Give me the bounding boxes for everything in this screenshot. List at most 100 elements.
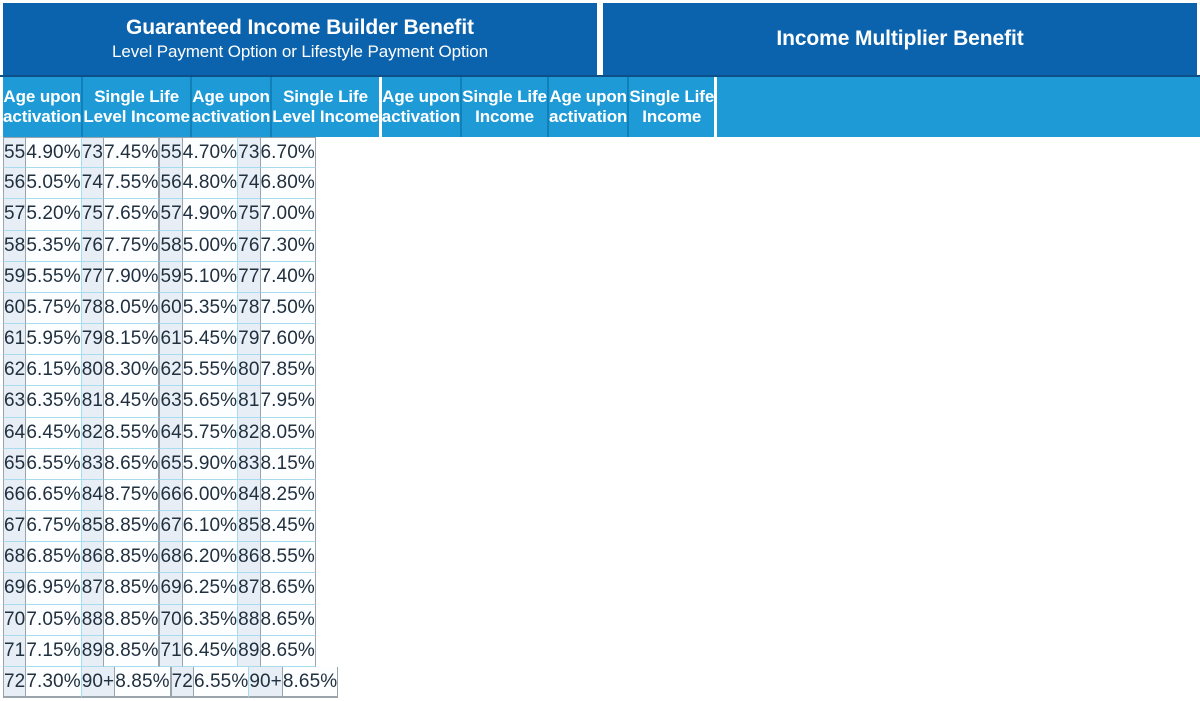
cell-imb-age-1: 60 — [160, 292, 183, 325]
cell-imb-value-1: 5.90% — [182, 448, 239, 480]
cell-gib-value-1: 4.90% — [26, 137, 82, 169]
cell-gib-value-1: 6.15% — [26, 355, 82, 387]
cell-imb-age-1: 68 — [160, 542, 183, 574]
cell-gib-age-2: 84 — [81, 479, 105, 512]
cell-imb-age-2: 77 — [238, 261, 261, 293]
cell-imb-value-1: 6.55% — [193, 666, 250, 699]
cell-imb-value-1: 6.45% — [182, 635, 239, 667]
cell-imb-value-2: 8.65% — [260, 635, 316, 667]
cell-gib-value-2: 7.55% — [104, 168, 161, 200]
cell-imb-age-2: 81 — [238, 386, 261, 418]
table-row: 65 6.55% 83 8.65% 65 5.90% 83 8.15% — [3, 448, 1197, 480]
cell-gib-age-2: 74 — [81, 168, 105, 200]
cell-imb-value-2: 6.70% — [260, 137, 316, 169]
column-header-line-1: Age upon — [549, 87, 627, 107]
cell-imb-value-2: 8.65% — [260, 604, 316, 636]
cell-gib-value-2: 8.85% — [115, 666, 172, 699]
cell-imb-value-2: 8.15% — [260, 448, 316, 480]
cell-gib-value-1: 6.85% — [26, 542, 82, 574]
cell-gib-value-1: 5.55% — [26, 261, 82, 293]
column-header-line-2: activation — [191, 107, 271, 126]
cell-imb-age-2: 79 — [238, 324, 261, 356]
cell-gib-value-2: 7.45% — [104, 137, 161, 169]
cell-imb-age-2: 83 — [238, 448, 261, 480]
cell-gib-value-1: 7.15% — [26, 635, 82, 667]
table-row: 55 4.90% 73 7.45% 55 4.70% 73 6.70% — [3, 137, 1197, 169]
column-header-gib-value-1: Single Life Level Income — [83, 77, 192, 137]
cell-imb-value-2: 7.00% — [260, 199, 316, 231]
cell-gib-age-2: 88 — [81, 604, 105, 636]
cell-imb-value-2: 7.85% — [260, 355, 316, 387]
cell-imb-value-2: 8.25% — [260, 479, 316, 512]
table-row: 68 6.85% 86 8.85% 68 6.20% 86 8.55% — [3, 542, 1197, 574]
cell-gib-age-1: 67 — [3, 511, 27, 543]
cell-gib-value-1: 7.30% — [26, 666, 82, 699]
cell-gib-value-2: 7.75% — [104, 230, 161, 262]
cell-imb-age-1: 56 — [160, 168, 183, 200]
table-row: 63 6.35% 81 8.45% 63 5.65% 81 7.95% — [3, 386, 1197, 418]
cell-gib-age-2: 90+ — [81, 666, 116, 699]
table-row: 64 6.45% 82 8.55% 64 5.75% 82 8.05% — [3, 417, 1197, 449]
cell-gib-value-1: 5.20% — [26, 199, 82, 231]
column-header-line-2: activation — [3, 107, 82, 126]
table-row: 67 6.75% 85 8.85% 67 6.10% 85 8.45% — [3, 511, 1197, 543]
cell-gib-age-2: 79 — [81, 324, 105, 356]
cell-imb-age-1: 57 — [160, 199, 183, 231]
title-primary-text: Guaranteed Income Builder Benefit — [126, 16, 474, 40]
cell-gib-age-1: 65 — [3, 448, 27, 480]
cell-imb-value-2: 8.65% — [282, 666, 339, 699]
cell-gib-value-1: 6.95% — [26, 573, 82, 605]
cell-gib-age-1: 69 — [3, 573, 27, 605]
column-header-line-1: Age upon — [3, 87, 81, 107]
cell-imb-age-1: 65 — [160, 448, 183, 480]
cell-imb-age-1: 62 — [160, 355, 183, 387]
table-row: 72 7.30% 90+ 8.85% 72 6.55% 90+ 8.65% — [3, 666, 1197, 699]
cell-imb-age-1: 59 — [160, 261, 183, 293]
cell-gib-value-2: 7.65% — [104, 199, 161, 231]
cell-imb-age-2: 88 — [238, 604, 261, 636]
cell-gib-value-1: 6.75% — [26, 511, 82, 543]
cell-gib-age-2: 87 — [81, 573, 105, 605]
table-row: 60 5.75% 78 8.05% 60 5.35% 78 7.50% — [3, 292, 1197, 325]
cell-imb-value-2: 8.05% — [260, 417, 316, 449]
cell-gib-value-1: 6.55% — [26, 448, 82, 480]
cell-gib-age-2: 81 — [81, 386, 105, 418]
cell-gib-age-2: 89 — [81, 635, 105, 667]
table-row: 59 5.55% 77 7.90% 59 5.10% 77 7.40% — [3, 261, 1197, 293]
cell-gib-value-1: 5.05% — [26, 168, 82, 200]
cell-gib-age-1: 72 — [3, 666, 27, 699]
cell-gib-age-2: 85 — [81, 511, 105, 543]
cell-gib-value-2: 8.55% — [104, 417, 161, 449]
cell-gib-age-1: 62 — [3, 355, 27, 387]
column-header-imb-age-1: Age upon activation — [381, 77, 463, 137]
cell-gib-age-2: 80 — [81, 355, 105, 387]
cell-gib-value-2: 8.85% — [104, 604, 161, 636]
column-header-line-1: Age upon — [382, 87, 460, 107]
column-header-line-2: Level Income — [272, 107, 379, 126]
cell-gib-value-2: 8.75% — [104, 479, 161, 512]
cell-imb-value-1: 5.55% — [182, 355, 239, 387]
cell-gib-value-2: 8.85% — [104, 542, 161, 574]
cell-gib-value-2: 8.05% — [104, 292, 161, 325]
cell-imb-age-2: 75 — [238, 199, 261, 231]
cell-gib-value-2: 7.90% — [104, 261, 161, 293]
cell-gib-value-2: 8.65% — [104, 448, 161, 480]
cell-imb-age-2: 76 — [238, 230, 261, 262]
cell-gib-age-2: 77 — [81, 261, 105, 293]
column-header-line-1: Single Life — [94, 87, 180, 107]
cell-imb-age-1: 67 — [160, 511, 183, 543]
cell-imb-value-1: 4.70% — [182, 137, 239, 169]
cell-gib-age-1: 59 — [3, 261, 27, 293]
table-row: 69 6.95% 87 8.85% 69 6.25% 87 8.65% — [3, 573, 1197, 605]
cell-imb-value-2: 7.60% — [260, 324, 316, 356]
cell-gib-age-1: 64 — [3, 417, 27, 449]
cell-gib-age-1: 66 — [3, 479, 27, 512]
column-header-imb-age-2: Age upon activation — [548, 77, 630, 137]
cell-gib-age-1: 70 — [3, 604, 27, 636]
cell-imb-age-2: 84 — [238, 479, 261, 512]
cell-imb-age-1: 70 — [160, 604, 183, 636]
cell-imb-value-2: 6.80% — [260, 168, 316, 200]
cell-imb-age-1: 64 — [160, 417, 183, 449]
title-income-multiplier: Income Multiplier Benefit — [600, 3, 1200, 75]
